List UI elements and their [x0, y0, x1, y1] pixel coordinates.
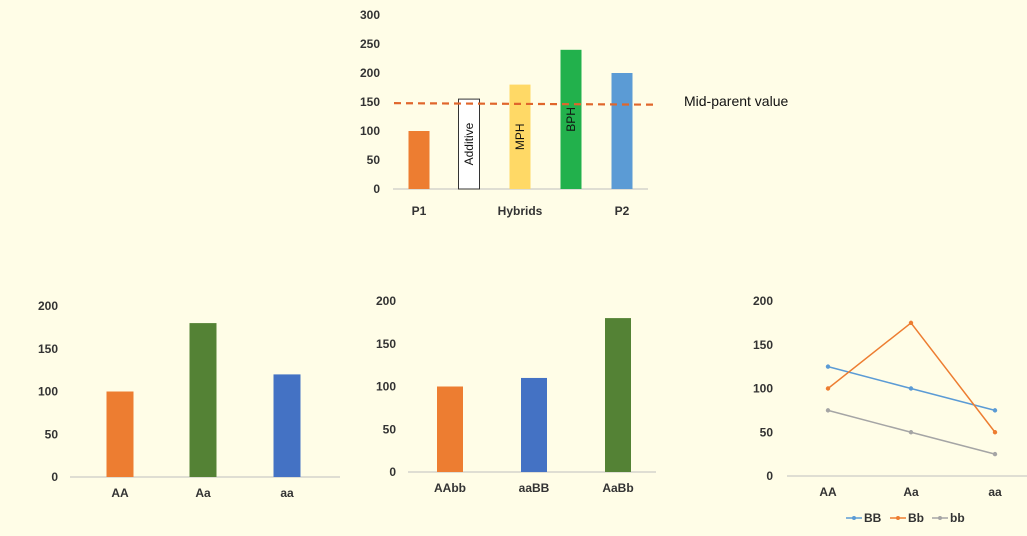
bar [611, 73, 633, 189]
y-tick-label: 150 [38, 342, 58, 356]
data-point [992, 451, 998, 457]
dominance-complementation-chart: 0 50 100 150 200 AAbb aaBB AaBb [376, 294, 656, 495]
y-tick-label: 50 [45, 427, 59, 441]
bar [605, 318, 631, 472]
data-point [992, 430, 998, 435]
x-tick-label: AA [111, 486, 129, 500]
bar [560, 49, 582, 189]
data-point [825, 386, 831, 391]
data-point [908, 386, 914, 391]
bar [521, 377, 547, 472]
bar [189, 323, 217, 477]
bar [437, 386, 463, 472]
y-tick-label: 200 [360, 66, 380, 80]
bar-label: Additive [462, 122, 476, 165]
mid-parent-label: Mid-parent value [684, 93, 788, 109]
data-point [908, 320, 914, 326]
hybrid-chart: 0 50 100 150 200 250 300 Additive MPH BPH P1 Hybrid… [360, 8, 789, 218]
x-tick-label: aa [280, 486, 294, 500]
y-tick-label: 200 [376, 294, 396, 308]
legend-marker [852, 516, 856, 520]
x-tick-label: Aa [903, 485, 919, 499]
bar [408, 131, 430, 189]
bar [273, 374, 301, 477]
y-tick-label: 0 [389, 465, 396, 479]
x-tick-label: aa [988, 485, 1002, 499]
y-tick-label: 50 [383, 422, 397, 436]
y-tick-label: 0 [51, 470, 58, 484]
legend-marker [896, 516, 900, 520]
x-tick-label: Hybrids [498, 204, 543, 218]
y-tick-label: 100 [38, 385, 58, 399]
y-tick-label: 100 [376, 380, 396, 394]
bar [458, 98, 480, 190]
y-tick-label: 100 [753, 382, 773, 396]
y-tick-label: 300 [360, 8, 380, 22]
x-tick-label: AaBb [602, 481, 633, 495]
y-tick-label: 0 [373, 182, 380, 196]
y-tick-label: 150 [360, 95, 380, 109]
legend-label: Bb [908, 511, 924, 525]
overdominance-chart: 0 50 100 150 200 AA Aa aa [38, 299, 340, 500]
bar-label: BPH [564, 107, 578, 132]
x-tick-label: aaBB [519, 481, 550, 495]
bar [106, 391, 134, 477]
legend-label: bb [950, 511, 965, 525]
y-tick-label: 100 [360, 124, 380, 138]
data-point [825, 408, 831, 413]
data-point [825, 364, 831, 369]
x-tick-label: Aa [195, 486, 211, 500]
epistasis-chart: 0 50 100 150 200 AA Aa aa BB Bb bb [753, 294, 1027, 525]
bar-label: MPH [513, 123, 527, 150]
data-point [908, 430, 914, 435]
bar [509, 84, 531, 189]
y-tick-label: 150 [753, 338, 773, 352]
y-tick-label: 200 [753, 294, 773, 308]
y-tick-label: 0 [766, 469, 773, 483]
y-tick-label: 150 [376, 337, 396, 351]
y-tick-label: 50 [760, 425, 774, 439]
data-point [992, 408, 998, 413]
series-line [827, 321, 996, 433]
y-tick-label: 250 [360, 37, 380, 51]
mid-parent-line [393, 102, 656, 106]
y-tick-label: 50 [367, 153, 381, 167]
legend-marker [938, 516, 942, 520]
x-tick-label: P2 [615, 204, 630, 218]
y-tick-label: 200 [38, 299, 58, 313]
x-tick-label: AAbb [434, 481, 466, 495]
x-tick-label: AA [819, 485, 837, 499]
x-tick-label: P1 [412, 204, 427, 218]
legend-label: BB [864, 511, 882, 525]
